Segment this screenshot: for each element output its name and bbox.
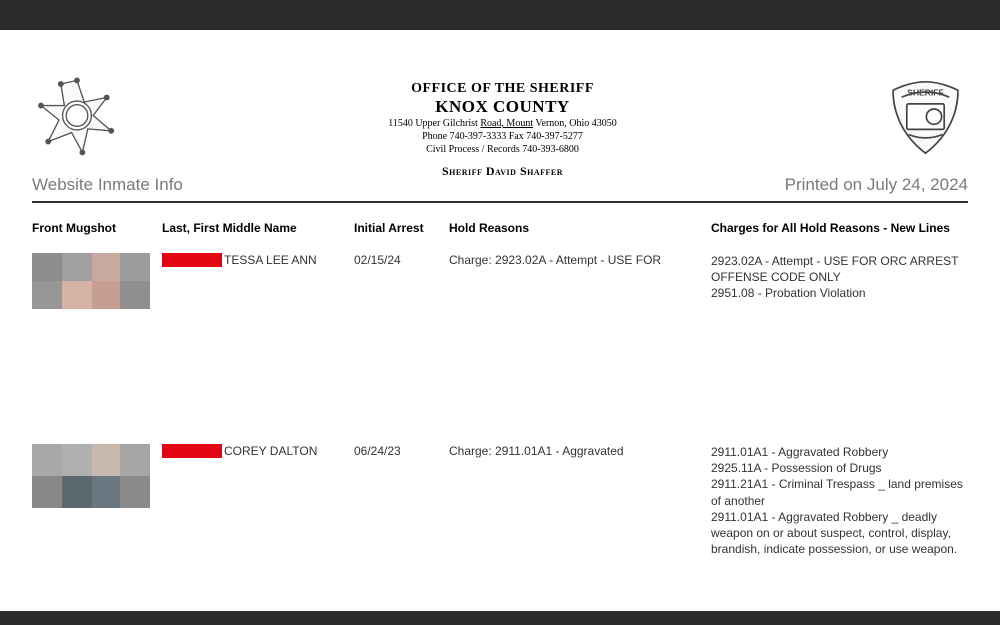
- inmate-name: TESSA LEE ANN: [224, 253, 317, 267]
- header-divider: [32, 201, 968, 203]
- sheriff-star-badge-icon: [32, 75, 122, 165]
- inmate-row: COREY DALTON 06/24/23 Charge: 2911.01A1 …: [32, 444, 968, 557]
- mugshot-image: [32, 444, 150, 508]
- inmate-row: TESSA LEE ANN 02/15/24 Charge: 2923.02A …: [32, 253, 968, 309]
- address-line-3: Civil Process / Records 740-393-6800: [122, 143, 883, 156]
- page-content: OFFICE OF THE SHERIFF KNOX COUNTY 11540 …: [0, 30, 1000, 557]
- top-dark-bar: [0, 0, 1000, 30]
- hold-reasons: Charge: 2923.02A - Attempt - USE FOR: [449, 253, 711, 267]
- sheriff-name: Sheriff David Shaffer: [122, 164, 883, 179]
- county-title: KNOX COUNTY: [122, 97, 883, 117]
- inmate-name: COREY DALTON: [224, 444, 317, 458]
- redaction-bar: [162, 444, 222, 458]
- address-line-2: Phone 740-397-3333 Fax 740-397-5277: [122, 130, 883, 143]
- col-header-mugshot: Front Mugshot: [32, 221, 162, 235]
- col-header-hold: Hold Reasons: [449, 221, 711, 235]
- mugshot-image: [32, 253, 150, 309]
- col-header-name: Last, First Middle Name: [162, 221, 354, 235]
- initial-arrest-date: 06/24/23: [354, 444, 449, 458]
- hold-reasons: Charge: 2911.01A1 - Aggravated: [449, 444, 711, 458]
- letterhead-text: OFFICE OF THE SHERIFF KNOX COUNTY 11540 …: [122, 75, 883, 179]
- svg-text:SHERIFF: SHERIFF: [907, 87, 943, 97]
- charges-list: 2911.01A1 - Aggravated Robbery 2925.11A …: [711, 444, 968, 557]
- charges-list: 2923.02A - Attempt - USE FOR ORC ARREST …: [711, 253, 968, 302]
- address-line-1: 11540 Upper Gilchrist Road, Mount Vernon…: [122, 117, 883, 130]
- sheriff-shield-badge-icon: SHERIFF: [883, 75, 968, 160]
- redaction-bar: [162, 253, 222, 267]
- col-header-arrest: Initial Arrest: [354, 221, 449, 235]
- table-header-row: Front Mugshot Last, First Middle Name In…: [32, 221, 968, 247]
- office-title: OFFICE OF THE SHERIFF: [122, 81, 883, 97]
- bottom-dark-bar: [0, 611, 1000, 625]
- letterhead: OFFICE OF THE SHERIFF KNOX COUNTY 11540 …: [32, 75, 968, 179]
- initial-arrest-date: 02/15/24: [354, 253, 449, 267]
- col-header-charges: Charges for All Hold Reasons - New Lines: [711, 221, 968, 235]
